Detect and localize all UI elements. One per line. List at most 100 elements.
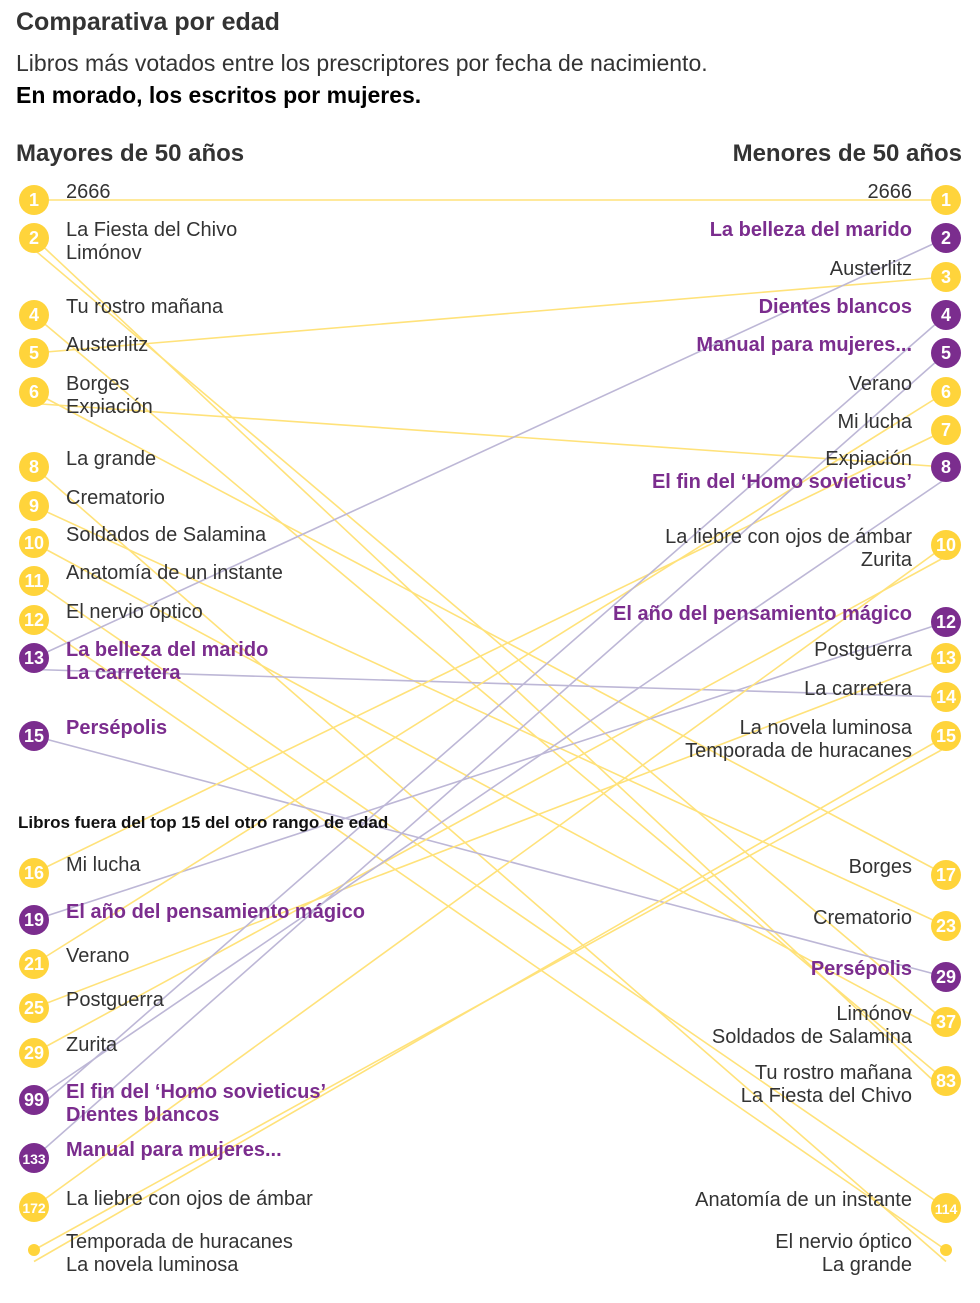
left-book-title: Zurita (66, 1034, 118, 1056)
right-rank-label: 15 (936, 726, 956, 746)
chart-title: Comparativa por edad (16, 8, 280, 36)
left-book-title: Borges (66, 373, 129, 395)
right-rank-badge (931, 452, 961, 482)
left-unranked-dot (28, 1244, 40, 1256)
right-rank-label: 5 (941, 343, 951, 363)
right-column-header: Menores de 50 años (732, 140, 962, 167)
left-rank-badge (19, 566, 49, 596)
connector-line (33, 505, 947, 927)
left-rank-label: 4 (29, 305, 39, 325)
left-book-title: 2666 (66, 181, 111, 203)
right-book-title: Manual para mujeres... (696, 334, 912, 356)
connector-line (33, 542, 947, 1035)
right-rank-badge (931, 1193, 961, 1223)
right-book-title: Persépolis (811, 958, 912, 980)
right-rank-badge (931, 962, 961, 992)
left-rank-badge (19, 491, 49, 521)
right-rank-label: 8 (941, 457, 951, 477)
right-rank-badge (931, 721, 961, 751)
connector-line (33, 668, 947, 698)
right-book-title: Postguerra (814, 639, 913, 661)
left-rank-label: 13 (24, 648, 44, 668)
right-book-title: Tu rostro mañana (755, 1062, 913, 1084)
right-book-title: Temporada de huracanes (685, 740, 912, 762)
right-rank-label: 37 (936, 1012, 956, 1032)
connector-lines (33, 199, 947, 1263)
left-book-title: Persépolis (66, 717, 167, 739)
right-rank-label: 4 (941, 305, 951, 325)
right-rank-label: 14 (936, 687, 956, 707)
left-rank-label: 133 (22, 1151, 46, 1167)
right-book-title: La novela luminosa (740, 717, 913, 739)
section-label: Libros fuera del top 15 del otro rango d… (18, 813, 389, 832)
left-book-title: Crematorio (66, 487, 165, 509)
left-rank-label: 2 (29, 228, 39, 248)
right-rank-badge (931, 300, 961, 330)
left-book-title: El año del pensamiento mágico (66, 901, 365, 923)
left-book-title: La liebre con ojos de ámbar (66, 1188, 313, 1210)
left-column-header: Mayores de 50 años (16, 140, 245, 167)
right-book-title: Dientes blancos (759, 296, 912, 318)
right-book-title: La Fiesta del Chivo (741, 1085, 912, 1107)
connector-line (33, 429, 947, 874)
connector-line (33, 276, 947, 354)
connector-line (33, 391, 947, 876)
connector-line (33, 314, 947, 1113)
chart-subtitle: Libros más votados entre los prescriptor… (16, 50, 708, 76)
left-rank-badge (19, 528, 49, 558)
right-rank-badge (931, 1066, 961, 1096)
left-rank-badge (19, 185, 49, 215)
connector-line (33, 248, 947, 1023)
connector-line (33, 237, 947, 659)
right-rank-label: 13 (936, 648, 956, 668)
connector-line (33, 580, 947, 1209)
connector-line (33, 466, 947, 1263)
right-book-title: Borges (849, 856, 912, 878)
left-rank-label: 8 (29, 457, 39, 477)
left-rank-label: 5 (29, 343, 39, 363)
left-rank-badge (19, 1192, 49, 1222)
right-rank-badge (931, 1007, 961, 1037)
left-rank-label: 25 (24, 998, 44, 1018)
right-book-title: Limónov (836, 1003, 912, 1025)
right-rank-label: 83 (936, 1071, 956, 1091)
left-rank-badge (19, 223, 49, 253)
connector-line (33, 477, 947, 1101)
connector-line (33, 544, 947, 1208)
right-rank-label: 114 (935, 1201, 958, 1217)
right-rank-badge (931, 911, 961, 941)
right-rank-label: 6 (941, 382, 951, 402)
right-book-title: 2666 (868, 181, 913, 203)
right-book-title: Soldados de Salamina (712, 1026, 913, 1048)
left-rank-label: 10 (24, 533, 44, 553)
right-book-title: Mi lucha (838, 411, 913, 433)
left-rank-badge (19, 905, 49, 935)
right-book-title: La liebre con ojos de ámbar (665, 526, 912, 548)
connector-line (33, 621, 947, 921)
left-book-title: Limónov (66, 242, 142, 264)
right-rank-label: 10 (936, 535, 956, 555)
right-rank-label: 1 (941, 190, 951, 210)
right-rank-badge (931, 643, 961, 673)
left-rank-label: 9 (29, 496, 39, 516)
left-book-title: El nervio óptico (66, 601, 203, 623)
left-book-title: Temporada de huracanes (66, 1231, 293, 1253)
left-book-title: La grande (66, 448, 156, 470)
left-rank-badge (19, 1038, 49, 1068)
right-book-title: El fin del ‘Homo sovieticus’ (652, 471, 912, 493)
right-book-title: Austerlitz (830, 258, 912, 280)
right-book-title: El año del pensamiento mágico (613, 603, 912, 625)
left-rank-label: 19 (24, 910, 44, 930)
left-rank-badge (19, 338, 49, 368)
right-rank-label: 23 (936, 916, 956, 936)
left-rank-badge (19, 993, 49, 1023)
connector-line (33, 237, 947, 1094)
connector-line (33, 555, 947, 1054)
left-book-title: Expiación (66, 396, 153, 418)
right-book-title: Expiación (825, 448, 912, 470)
left-rank-badge (19, 1085, 49, 1115)
right-rank-badge (931, 415, 961, 445)
left-rank-badge (19, 721, 49, 751)
left-book-title: Austerlitz (66, 334, 148, 356)
